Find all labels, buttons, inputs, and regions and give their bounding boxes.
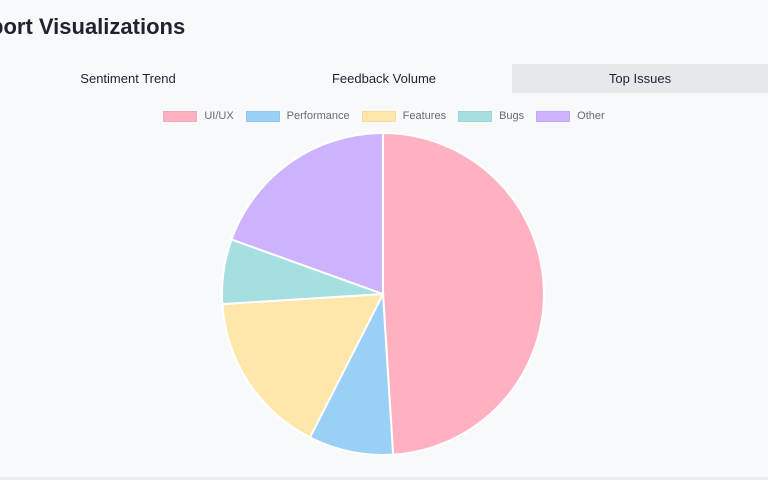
- pie-slice-ui-ux[interactable]: [382, 131, 545, 456]
- legend-item-other[interactable]: Other: [536, 110, 605, 122]
- tab-feedback-volume[interactable]: Feedback Volume: [256, 64, 512, 93]
- legend-swatch: [458, 110, 493, 122]
- legend-label: UI/UX: [204, 110, 234, 122]
- pie-slice-other[interactable]: [230, 131, 384, 296]
- tab-top-issues[interactable]: Top Issues: [512, 64, 768, 93]
- legend-label: Other: [577, 110, 605, 122]
- pie-slice-performance[interactable]: [308, 290, 395, 456]
- legend-swatch: [361, 110, 396, 122]
- pie-slice-features[interactable]: [221, 292, 385, 439]
- legend-swatch: [163, 110, 198, 122]
- legend-label: Bugs: [499, 110, 525, 122]
- divider: [0, 477, 768, 480]
- page-title: port Visualizations: [0, 14, 186, 39]
- legend-label: Features: [402, 110, 447, 122]
- legend-label: Performance: [286, 110, 350, 122]
- legend-swatch: [536, 110, 571, 122]
- pie-chart: [221, 131, 545, 456]
- legend-item-bugs[interactable]: Bugs: [458, 110, 524, 122]
- tab-bar: Sentiment Trend Feedback Volume Top Issu…: [0, 64, 768, 93]
- legend-item-performance[interactable]: Performance: [245, 110, 350, 122]
- legend-item-ui-ux[interactable]: UI/UX: [163, 110, 234, 122]
- tab-sentiment-trend[interactable]: Sentiment Trend: [0, 64, 256, 93]
- legend-swatch: [245, 110, 280, 122]
- chart-legend: UI/UX Performance Features Bugs Other: [0, 108, 768, 124]
- legend-item-features[interactable]: Features: [361, 110, 447, 122]
